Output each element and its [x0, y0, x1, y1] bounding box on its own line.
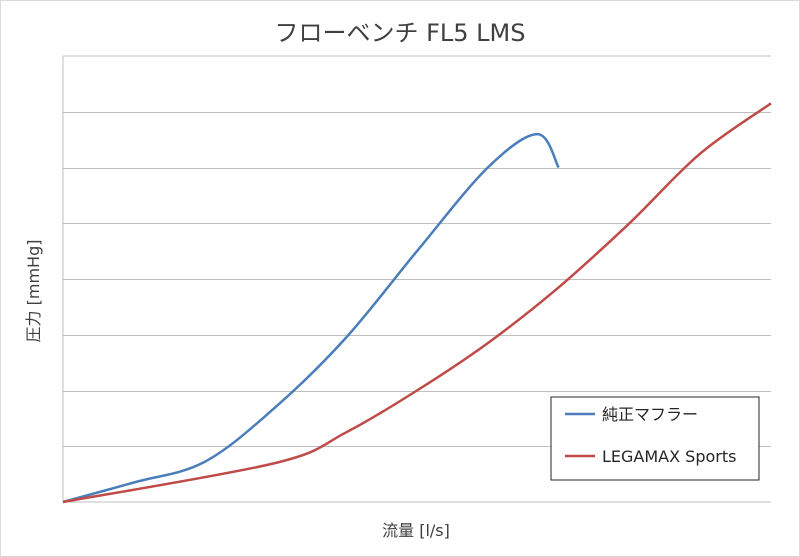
series-line-0 [62, 132, 560, 504]
legend: 純正マフラー LEGAMAX Sports [550, 396, 760, 481]
legend-label-series-1: LEGAMAX Sports [602, 447, 736, 466]
y-axis-label: 圧力 [mmHg] [24, 240, 43, 343]
chart-title: フローベンチ FL5 LMS [274, 19, 525, 47]
x-axis-label: 流量 [l/s] [382, 521, 450, 540]
series-layer [62, 102, 772, 504]
legend-box [550, 396, 760, 481]
legend-label-series-0: 純正マフラー [602, 405, 698, 424]
series-line-1 [62, 102, 772, 504]
